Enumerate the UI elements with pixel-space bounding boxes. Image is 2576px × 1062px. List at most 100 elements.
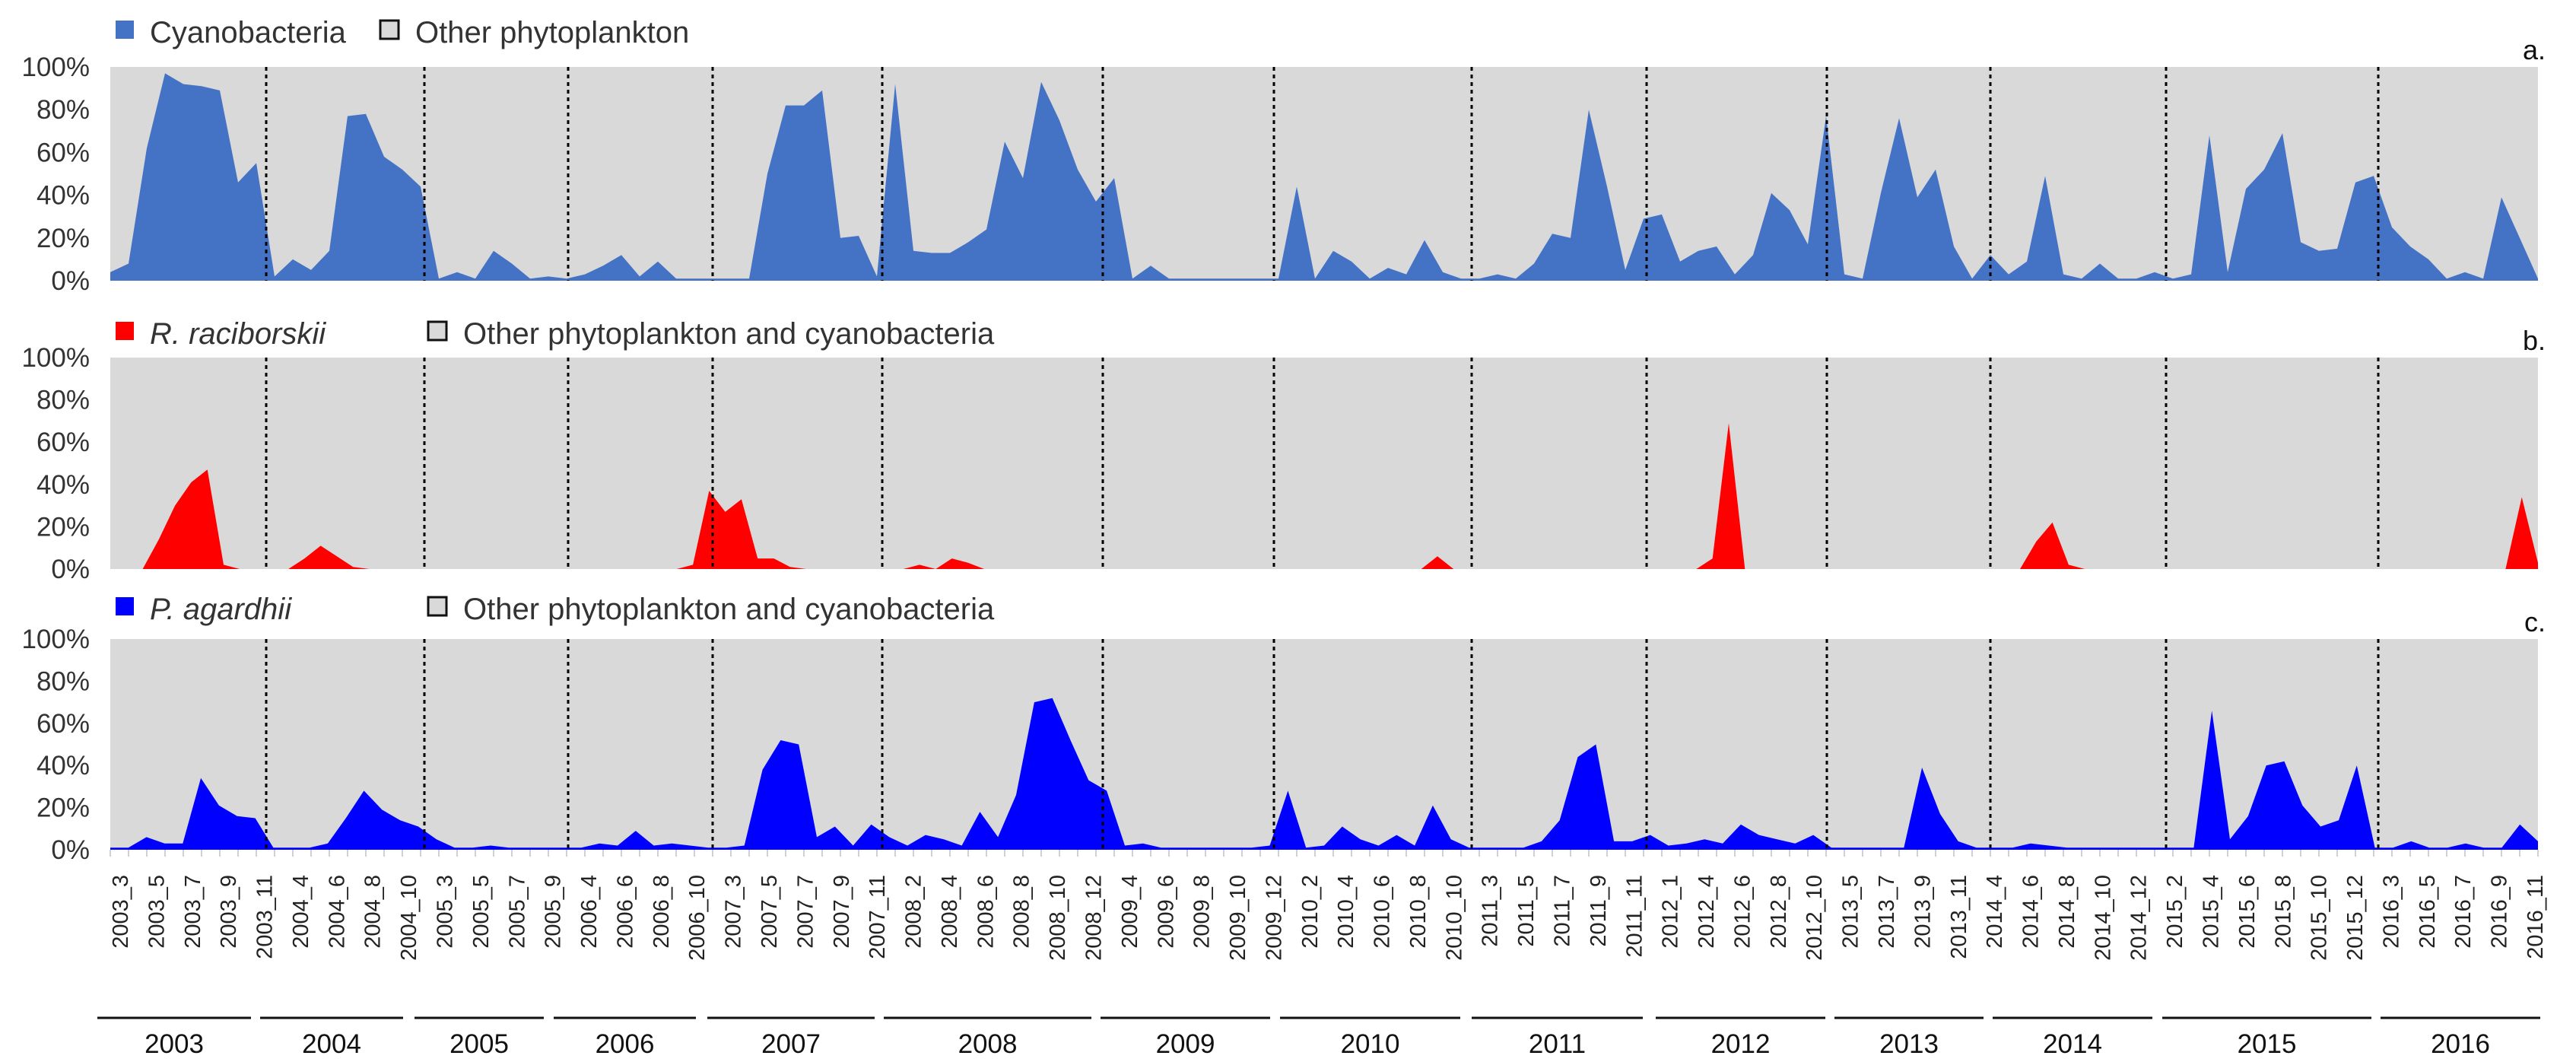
data-point: [966, 561, 970, 565]
data-point: [2355, 763, 2359, 768]
data-point: [1338, 567, 1342, 571]
data-point: [1063, 567, 1068, 571]
data-point: [2034, 539, 2038, 544]
data-point: [802, 103, 806, 108]
x-tick-label: 2010_10: [1442, 875, 1466, 961]
data-point: [157, 537, 161, 542]
data-point: [820, 567, 824, 571]
data-point: [1047, 567, 1051, 571]
data-point: [1793, 841, 1797, 846]
data-point: [2101, 845, 2105, 850]
year-label: 2007: [761, 1029, 821, 1059]
data-point: [199, 776, 203, 781]
data-point: [2280, 131, 2285, 135]
data-point: [448, 567, 453, 571]
data-point: [1988, 253, 1993, 257]
data-point: [2358, 567, 2362, 571]
data-point: [669, 841, 674, 846]
panel-c: 100% 80% 60% 40% 20% 0% P. agardhii Other phyto…: [21, 593, 2546, 865]
data-point: [984, 227, 989, 232]
data-point: [1322, 567, 1326, 571]
legend-swatch: [116, 21, 134, 39]
data-point: [382, 154, 386, 159]
data-point: [2298, 240, 2303, 244]
y-tick-label: 20%: [37, 793, 90, 823]
data-point: [1367, 276, 1372, 281]
data-point: [2445, 845, 2450, 850]
data-point: [1710, 556, 1715, 561]
data-point: [652, 844, 656, 848]
data-point: [1938, 812, 1942, 816]
data-point: [286, 567, 291, 571]
data-point: [1130, 276, 1135, 281]
x-tick-label: 2010_4: [1334, 875, 1358, 949]
x-tick-label: 2005_5: [469, 875, 494, 949]
data-point: [327, 249, 332, 253]
panel-b: 100% 80% 60% 40% 20% 0% R. raciborskii Other ph…: [21, 317, 2546, 584]
x-tick-label: 2011_11: [1622, 875, 1647, 958]
data-point: [1533, 567, 1537, 571]
data-point: [1992, 845, 1996, 850]
data-point: [626, 567, 631, 571]
x-tick-label: 2006_6: [613, 875, 637, 949]
data-point: [271, 845, 275, 850]
data-point: [1879, 191, 1883, 196]
data-point: [1221, 276, 1226, 281]
data-point: [2228, 567, 2233, 571]
data-point: [2180, 567, 2184, 571]
x-tick-label: 2015_2: [2163, 875, 2187, 949]
data-point: [1032, 700, 1037, 704]
data-point: [1449, 837, 1453, 841]
panel-letter: a.: [2523, 34, 2546, 65]
data-point: [1733, 272, 1737, 277]
data-point: [778, 738, 783, 742]
legend-label: Other phytoplankton: [415, 16, 689, 49]
data-point: [1104, 788, 1109, 793]
data-point: [869, 822, 874, 827]
year-label: 2006: [596, 1029, 655, 1059]
data-point: [960, 844, 964, 848]
data-point: [2002, 567, 2006, 571]
x-tick-label: 2005_3: [434, 875, 458, 949]
x-tick-label: 2005_9: [542, 875, 566, 949]
data-point: [1141, 841, 1145, 846]
data-point: [254, 567, 259, 571]
data-point: [272, 274, 277, 278]
data-point: [1075, 167, 1080, 172]
data-point: [942, 837, 946, 841]
data-point: [675, 567, 679, 571]
data-point: [1435, 554, 1440, 558]
data-point: [911, 249, 916, 253]
data-point: [1641, 217, 1646, 221]
data-point: [2300, 803, 2304, 808]
data-point: [1340, 825, 1345, 829]
data-point: [237, 567, 242, 571]
data-point: [2374, 567, 2378, 571]
data-point: [2116, 276, 2120, 281]
data-point: [2444, 276, 2449, 281]
data-point: [2066, 562, 2071, 567]
x-tick-label: 2008_8: [1010, 875, 1034, 949]
data-point: [729, 276, 733, 281]
data-point: [434, 837, 439, 841]
data-point: [1495, 272, 1500, 277]
data-point: [1597, 567, 1602, 571]
data-point: [1213, 845, 1218, 850]
data-point: [1021, 176, 1025, 180]
legend-swatch: [116, 322, 134, 340]
data-point: [218, 88, 222, 93]
x-tick-label: 2009_12: [1262, 875, 1286, 961]
x-tick-label: 2016_9: [2488, 875, 2512, 949]
data-point: [1787, 208, 1792, 212]
data-point: [692, 276, 697, 281]
data-point: [1829, 845, 1834, 850]
data-point: [2025, 259, 2029, 264]
data-point: [2147, 567, 2152, 571]
data-point: [1646, 567, 1650, 571]
x-tick-label: 2012_4: [1695, 875, 1719, 949]
legend-label: Other phytoplankton and cyanobacteria: [463, 317, 995, 351]
data-point: [1757, 833, 1761, 838]
data-point: [1937, 567, 1942, 571]
data-point: [173, 504, 177, 508]
data-point: [869, 567, 873, 571]
